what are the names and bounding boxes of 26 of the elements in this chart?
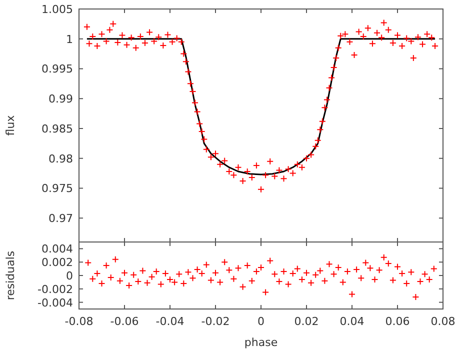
y-axis-title: flux xyxy=(4,114,17,136)
y-tick-label: 1 xyxy=(66,32,73,46)
x-tick-label: 0.06 xyxy=(385,315,410,328)
y-tick-label: 0.985 xyxy=(42,122,73,136)
y-tick-label: 0.995 xyxy=(42,62,73,76)
x-tick-label: -0.08 xyxy=(64,315,94,328)
x-tick-label: 0.04 xyxy=(340,315,364,328)
x-tick-label: -0.04 xyxy=(156,315,184,328)
x-tick-label: -0.02 xyxy=(201,315,230,328)
y-tick-label: 0 xyxy=(66,270,73,282)
y-tick-label: -0.004 xyxy=(38,296,73,310)
y-axis-title: residuals xyxy=(4,250,17,300)
y-tick-label: 1.005 xyxy=(42,3,73,16)
y-tick-label: 0.99 xyxy=(48,92,73,106)
x-tick-label: 0.08 xyxy=(430,315,455,328)
y-tick-label: 0.002 xyxy=(42,256,73,270)
y-tick-label: 0.98 xyxy=(48,152,73,166)
x-axis-title: phase xyxy=(244,336,278,349)
y-tick-label: 0.975 xyxy=(42,182,73,196)
line-series xyxy=(86,38,436,176)
x-tick-label: 0 xyxy=(258,315,264,328)
x-tick-label: 0.02 xyxy=(294,315,319,328)
y-tick-label: 0.97 xyxy=(48,212,73,226)
y-tick-label: 0.004 xyxy=(42,242,73,256)
y-tick-label: -0.002 xyxy=(38,282,73,296)
x-tick-label: -0.06 xyxy=(110,315,139,328)
